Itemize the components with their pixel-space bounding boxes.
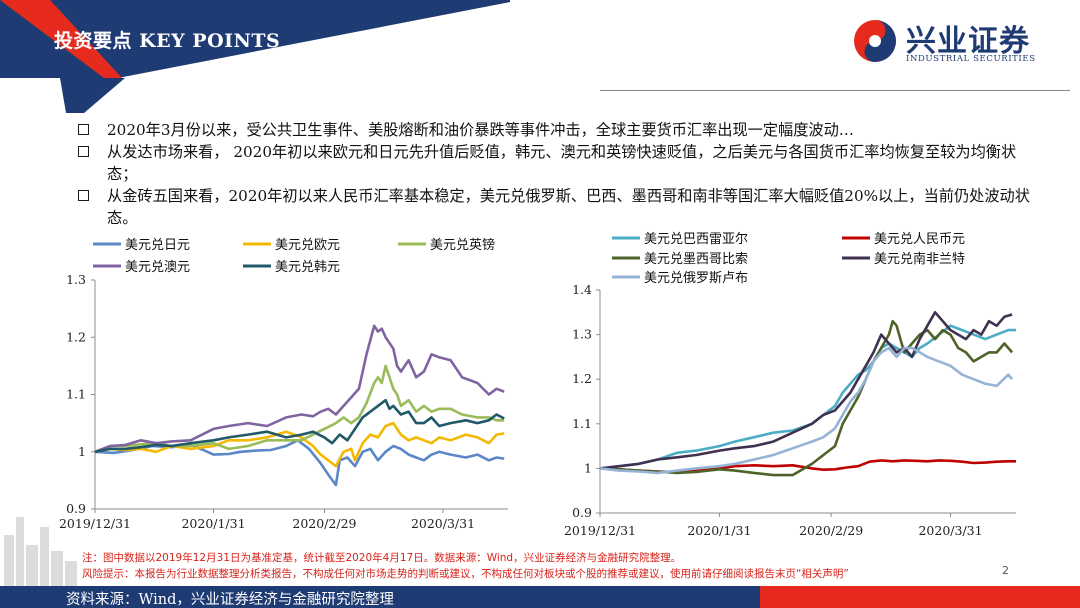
data-note: 注：图中数据以2019年12月31日为基准定基，统计截至2020年4月17日。数… xyxy=(82,552,682,564)
header-banner xyxy=(0,0,510,115)
page-title: 投资要点 KEY POINTS xyxy=(54,30,281,52)
bullet-square-icon xyxy=(78,124,89,135)
y-tick-label: 1.1 xyxy=(66,387,86,402)
series-line xyxy=(599,459,1016,474)
risk-warning: 风险提示：本报告为行业数据整理分析类报告，不构成任何对市场走势的判断或建议，不构… xyxy=(82,568,849,580)
header-divider xyxy=(600,90,1070,91)
y-tick-label: 1.2 xyxy=(572,371,592,386)
key-point: 2020年3月份以来，受公共卫生事件、美股熔断和油价暴跌等事件冲击，全球主要货币… xyxy=(76,119,1036,141)
y-tick-label: 1.3 xyxy=(572,327,592,342)
brand-logo: 兴业证券 INDUSTRIAL SECURITIES xyxy=(852,16,1072,68)
brand-name: 兴业证券 xyxy=(906,24,1030,59)
series-line xyxy=(94,439,505,487)
x-tick-label: 2020/3/31 xyxy=(411,516,475,531)
y-tick-label: 1.4 xyxy=(572,282,592,297)
page-number: 2 xyxy=(1002,564,1009,577)
legend-label: 美元兑俄罗斯卢布 xyxy=(644,270,748,286)
legend-label: 美元兑南非兰特 xyxy=(874,251,965,267)
y-tick-label: 1.2 xyxy=(66,329,86,344)
legend-label: 美元兑澳元 xyxy=(125,259,190,275)
footer-source: 资料来源：Wind，兴业证券经济与金融研究院整理 xyxy=(66,592,394,608)
brand-mark-icon xyxy=(854,20,896,62)
x-tick-label: 2020/1/31 xyxy=(687,523,751,538)
y-tick-label: 1.3 xyxy=(66,272,86,287)
legend-label: 美元兑巴西雷亚尔 xyxy=(644,232,748,247)
series-line xyxy=(599,324,1016,470)
y-tick-label: 0.9 xyxy=(66,501,86,516)
key-points-list: 2020年3月份以来，受公共卫生事件、美股熔断和油价暴跌等事件冲击，全球主要货币… xyxy=(76,119,1036,229)
y-tick-label: 1 xyxy=(78,444,86,459)
series-line xyxy=(599,319,1014,477)
legend-label: 美元兑日元 xyxy=(125,238,190,253)
brand-subtitle: INDUSTRIAL SECURITIES xyxy=(906,54,1036,64)
bullet-square-icon xyxy=(78,146,89,157)
key-point-text: 2020年3月份以来，受公共卫生事件、美股熔断和油价暴跌等事件冲击，全球主要货币… xyxy=(107,121,854,139)
x-tick-label: 2019/12/31 xyxy=(59,516,131,531)
legend-label: 美元兑英镑 xyxy=(430,237,495,253)
x-tick-label: 2020/2/29 xyxy=(292,516,356,531)
x-tick-label: 2020/3/31 xyxy=(918,523,982,538)
x-tick-label: 2020/2/29 xyxy=(799,523,863,538)
x-tick-label: 2019/12/31 xyxy=(564,523,636,538)
legend-label: 美元兑欧元 xyxy=(275,238,340,253)
footer-bar: 资料来源：Wind，兴业证券经济与金融研究院整理 xyxy=(0,586,1080,608)
legend-label: 美元兑韩元 xyxy=(275,260,340,275)
bullet-square-icon xyxy=(78,190,89,201)
footer-blue-band xyxy=(0,586,760,608)
series-line xyxy=(94,324,505,454)
y-tick-label: 1 xyxy=(584,460,592,475)
city-skyline-graphic xyxy=(4,517,77,587)
series-line xyxy=(94,421,505,468)
legend-label: 美元兑人民币元 xyxy=(874,232,965,247)
series-line xyxy=(599,311,1013,470)
key-point-text: 从发达市场来看， 2020年初以来欧元和日元先升值后贬值，韩元、澳元和英镑快速贬… xyxy=(107,143,1017,183)
key-point: 从金砖五国来看，2020年初以来人民币汇率基本稳定，美元兑俄罗斯、巴西、墨西哥和… xyxy=(76,185,1036,229)
key-point-text: 从金砖五国来看，2020年初以来人民币汇率基本稳定，美元兑俄罗斯、巴西、墨西哥和… xyxy=(107,187,1030,227)
x-tick-label: 2020/1/31 xyxy=(181,516,245,531)
series-line xyxy=(94,398,505,454)
y-tick-label: 1.1 xyxy=(572,416,592,431)
legend-label: 美元兑墨西哥比索 xyxy=(644,252,748,267)
footer-red-band xyxy=(760,586,1080,608)
series-line xyxy=(599,346,1014,475)
series-line xyxy=(94,364,505,454)
y-tick-label: 0.9 xyxy=(572,505,592,520)
key-point: 从发达市场来看， 2020年初以来欧元和日元先升值后贬值，韩元、澳元和英镑快速贬… xyxy=(76,141,1036,185)
